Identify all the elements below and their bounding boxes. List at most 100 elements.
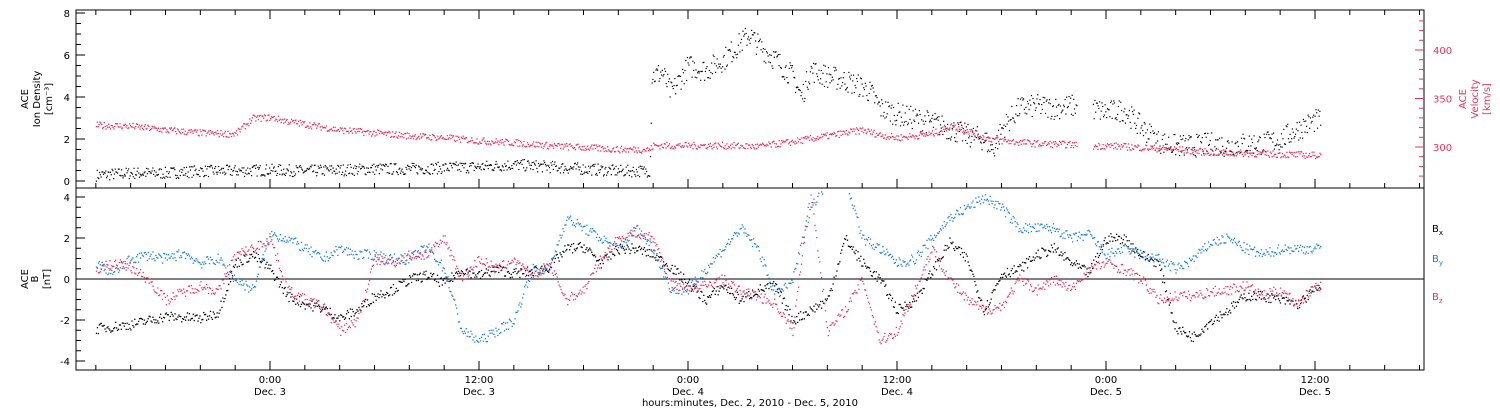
density-point <box>1313 130 1315 132</box>
velocity-point <box>303 121 306 123</box>
velocity-point <box>1019 139 1022 142</box>
velocity-point <box>120 126 122 128</box>
field-point-Bx <box>716 286 718 288</box>
field-point-Bx <box>677 268 679 270</box>
field-point-Bx <box>518 270 520 272</box>
velocity-point <box>709 142 712 145</box>
velocity-point <box>1219 150 1221 152</box>
density-point <box>396 171 398 173</box>
field-point-Bx <box>439 277 442 280</box>
velocity-point <box>1197 149 1199 151</box>
velocity-point <box>485 143 488 145</box>
velocity-point <box>424 134 426 136</box>
field-point-Bx <box>527 274 530 277</box>
velocity-point <box>628 148 631 150</box>
density-point <box>548 167 551 169</box>
velocity-point <box>394 132 396 135</box>
density-point <box>1178 142 1180 145</box>
velocity-point <box>519 140 522 143</box>
velocity-point <box>114 125 116 128</box>
field-point-Bx <box>134 318 136 320</box>
density-point <box>957 123 960 125</box>
velocity-point <box>208 130 210 132</box>
density-point <box>152 167 154 169</box>
velocity-point <box>836 131 839 133</box>
density-point <box>918 110 920 112</box>
field-point-Bx <box>1251 295 1253 297</box>
velocity-point <box>1151 148 1153 150</box>
velocity-point <box>209 129 212 132</box>
field-point-By <box>190 256 192 258</box>
velocity-point <box>695 148 698 150</box>
density-point <box>1295 128 1297 130</box>
velocity-point <box>188 129 190 131</box>
field-point-Bx <box>1206 323 1208 325</box>
density-point <box>980 142 982 144</box>
field-point-Bx <box>96 327 99 329</box>
field-point-Bx <box>1184 332 1187 334</box>
density-point <box>251 166 253 168</box>
velocity-point <box>591 144 593 146</box>
field-point-By <box>272 235 274 237</box>
field-point-By <box>250 289 252 292</box>
field-point-By <box>740 227 742 230</box>
velocity-point <box>480 142 483 145</box>
velocity-point <box>760 143 762 145</box>
density-point <box>131 172 133 174</box>
density-point <box>109 171 112 173</box>
velocity-point <box>152 127 154 129</box>
density-point <box>1006 123 1008 125</box>
field-point-Bx <box>133 326 135 328</box>
density-point <box>159 168 161 170</box>
density-point <box>906 105 908 107</box>
field-point-Bx <box>692 285 694 288</box>
field-point-Bx <box>1073 262 1076 264</box>
field-point-By <box>516 311 518 313</box>
field-point-By <box>176 250 178 253</box>
density-point <box>385 164 388 166</box>
velocity-point <box>966 129 968 131</box>
field-point-Bx <box>290 296 292 298</box>
velocity-point <box>1065 147 1067 149</box>
velocity-point <box>1123 142 1125 145</box>
velocity-point <box>249 122 252 124</box>
density-point <box>835 69 837 71</box>
field-point-By <box>615 243 617 245</box>
velocity-point <box>1114 146 1117 149</box>
velocity-point <box>1298 151 1300 153</box>
density-point <box>871 84 873 86</box>
velocity-point <box>1234 152 1237 154</box>
field-point-Bx <box>269 268 271 270</box>
velocity-point <box>1226 153 1228 156</box>
field-point-Bx <box>153 319 155 321</box>
field-point-Bx <box>1242 298 1244 300</box>
density-point <box>1284 143 1286 146</box>
velocity-point <box>259 114 261 117</box>
density-point <box>1276 143 1278 145</box>
density-point <box>397 173 399 176</box>
density-point <box>902 104 904 106</box>
density-point <box>146 173 148 175</box>
velocity-point <box>777 145 779 148</box>
density-point <box>690 56 692 58</box>
field-point-By <box>681 293 683 295</box>
density-point <box>1302 137 1304 139</box>
field-point-Bx <box>1072 263 1075 265</box>
field-point-Bx <box>812 310 814 312</box>
density-point <box>975 137 978 139</box>
density-point <box>665 82 667 85</box>
field-point-By <box>452 295 454 297</box>
field-point-By <box>523 293 525 295</box>
field-point-Bx <box>1138 254 1140 257</box>
field-point-Bx <box>1231 305 1234 307</box>
density-point <box>940 127 942 129</box>
velocity-point <box>438 138 440 140</box>
density-point <box>1196 133 1198 136</box>
velocity-point <box>580 148 582 150</box>
field-point-Bx <box>224 297 226 300</box>
density-point <box>317 165 319 167</box>
density-point <box>739 51 741 53</box>
density-point <box>913 119 915 121</box>
velocity-point <box>506 139 509 141</box>
field-point-Bx <box>982 311 985 313</box>
